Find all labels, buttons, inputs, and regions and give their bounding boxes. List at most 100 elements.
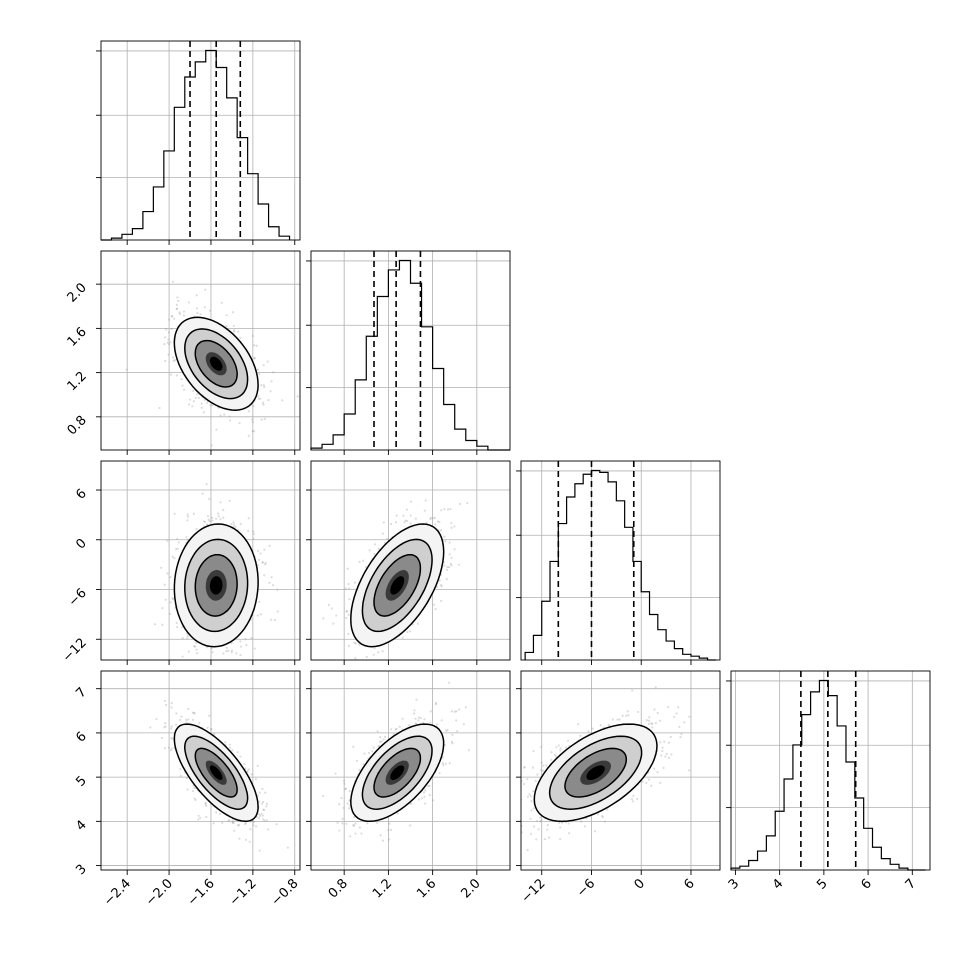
scatter-point	[239, 336, 242, 339]
scatter-point	[261, 561, 264, 564]
scatter-point	[186, 788, 189, 791]
scatter-point	[225, 324, 228, 328]
panel-frame	[100, 670, 301, 871]
scatter-point	[257, 813, 260, 816]
scatter-point	[435, 585, 439, 589]
scatter-point	[192, 400, 196, 403]
scatter-point	[273, 618, 276, 622]
scatter-point	[224, 741, 227, 744]
scatter-point	[195, 307, 199, 310]
scatter-point	[173, 358, 176, 362]
scatter-point	[199, 313, 202, 316]
scatter-point	[354, 657, 357, 660]
scatter-point	[235, 652, 238, 655]
scatter-point	[237, 823, 241, 827]
scatter-point	[425, 521, 428, 525]
scatter-point	[169, 341, 172, 344]
scatter-point	[358, 560, 361, 563]
scatter-point	[348, 835, 352, 838]
scatter-point	[347, 582, 350, 586]
histogram-panel-1	[306, 250, 511, 455]
scatter-point	[244, 822, 247, 826]
scatter-point	[166, 341, 169, 344]
scatter-point	[203, 306, 206, 309]
scatter-point	[446, 565, 449, 569]
scatter-point	[222, 652, 225, 655]
scatter-point	[362, 676, 364, 678]
scatter-point	[409, 824, 412, 827]
scatter-point	[406, 519, 409, 522]
scatter-point	[346, 567, 349, 570]
scatter-point	[360, 832, 363, 835]
scatter-point	[247, 517, 250, 520]
scatter-point	[444, 540, 447, 543]
density-peak	[390, 765, 405, 780]
scatter-point	[450, 564, 453, 567]
panel-frame	[520, 460, 721, 661]
y-tick-label: 6	[73, 729, 89, 745]
scatter-point	[429, 516, 433, 520]
scatter-point	[353, 581, 357, 584]
scatter-point	[423, 802, 427, 805]
scatter-point	[201, 492, 204, 495]
scatter-point	[440, 509, 443, 512]
scatter-point	[395, 514, 398, 517]
scatter-point	[233, 329, 236, 332]
scatter-point	[372, 746, 375, 749]
scatter-point	[203, 398, 206, 402]
scatter-point	[558, 821, 561, 824]
scatter-point	[192, 389, 195, 392]
scatter-point	[231, 821, 234, 824]
contour-line	[173, 316, 259, 411]
scatter-point	[447, 565, 451, 569]
scatter-point	[228, 746, 232, 749]
scatter-point	[230, 649, 234, 652]
scatter-point	[441, 762, 444, 765]
scatter-point	[443, 564, 446, 567]
scatter-point	[205, 523, 209, 526]
scatter-point	[210, 444, 213, 447]
scatter-point	[453, 548, 456, 551]
scatter-point	[252, 824, 255, 827]
density-peak	[209, 356, 223, 371]
scatter-point	[261, 401, 265, 405]
scatter-point	[354, 832, 357, 835]
scatter-point	[426, 785, 429, 788]
scatter-point	[379, 736, 382, 739]
scatter-point	[553, 753, 557, 756]
scatter-point	[263, 563, 267, 566]
scatter-point	[363, 752, 366, 755]
scatter-point	[193, 645, 196, 648]
scatter-point	[257, 558, 261, 561]
scatter-point	[163, 726, 166, 729]
scatter-point	[164, 703, 168, 707]
scatter-point	[236, 824, 240, 827]
scatter-point	[171, 737, 174, 740]
scatter-point	[249, 828, 252, 831]
scatter-point	[261, 561, 264, 564]
scatter-point	[176, 296, 179, 299]
scatter-point	[429, 518, 432, 521]
scatter-point	[186, 519, 189, 522]
scatter-point	[540, 768, 543, 772]
scatter-point	[440, 719, 443, 722]
scatter-point	[232, 523, 236, 526]
scatter-point	[377, 547, 380, 550]
scatter-point	[182, 314, 186, 317]
scatter-point	[171, 598, 174, 601]
scatter-point	[409, 500, 412, 503]
scatter-point	[161, 607, 164, 610]
scatter-point	[259, 613, 262, 616]
scatter-point	[275, 823, 278, 826]
scatter-point	[379, 740, 382, 743]
scatter-point	[245, 643, 248, 647]
scatter-point	[259, 397, 262, 400]
scatter-point	[238, 422, 241, 425]
scatter-point	[206, 726, 209, 729]
scatter-point	[225, 649, 228, 653]
scatter-point	[172, 359, 175, 362]
scatter-point	[212, 822, 215, 825]
scatter-point	[380, 740, 383, 743]
scatter-point	[440, 585, 443, 588]
scatter-point	[230, 522, 233, 526]
